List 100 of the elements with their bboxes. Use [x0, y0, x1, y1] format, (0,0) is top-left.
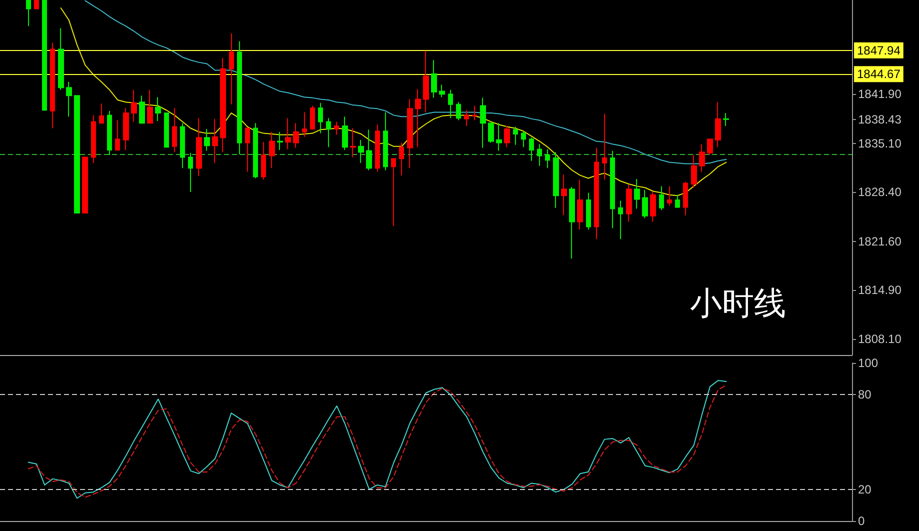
candlestick [391, 158, 396, 227]
candlestick [318, 102, 323, 134]
candlestick [586, 192, 591, 230]
candlestick [310, 105, 315, 130]
candlestick [285, 118, 291, 150]
candlestick [496, 122, 502, 152]
y-tick-label: 1841.90 [858, 87, 902, 102]
candlestick [188, 152, 193, 192]
candlestick [253, 122, 258, 179]
candlestick [415, 88, 421, 148]
candlestick [594, 147, 599, 240]
candlestick [707, 138, 713, 156]
candlestick [650, 191, 656, 222]
candlestick [456, 102, 461, 121]
candlestick [358, 139, 364, 164]
y-tick-label: 1838.43 [858, 112, 902, 126]
candlestick [277, 131, 283, 150]
candlestick [115, 120, 120, 150]
candlestick [99, 103, 104, 124]
candlestick [561, 174, 567, 216]
candlestick [439, 84, 445, 98]
candlestick [448, 89, 453, 119]
candlestick [545, 148, 550, 169]
candlestick [504, 126, 510, 148]
candlestick [513, 126, 518, 146]
candlestick [577, 179, 583, 230]
candlestick [147, 89, 153, 124]
candlestick [375, 124, 380, 172]
candlestick [302, 112, 307, 138]
candlestick [383, 112, 388, 171]
candlestick [683, 181, 688, 216]
y-tick-label: 0 [858, 514, 865, 528]
candlestick [34, 0, 39, 10]
ref-line-label: 1847.94 [857, 43, 901, 58]
candlestick [26, 0, 31, 27]
candlestick [42, 0, 47, 111]
candlestick [634, 178, 640, 210]
candlestick [180, 122, 185, 169]
annotation: 小时线 [690, 285, 786, 321]
line-series [84, 0, 727, 164]
candlestick [326, 118, 331, 148]
ref-line-label: 1844.67 [857, 67, 901, 82]
y-tick-label: 100 [858, 356, 878, 370]
candlestick [82, 156, 88, 214]
candlestick [659, 186, 664, 211]
candlestick [58, 28, 64, 90]
candlestick [131, 89, 137, 122]
candlestick [521, 130, 526, 148]
candlestick [423, 50, 429, 113]
candlestick [350, 128, 356, 158]
y-tick-label: 1814.90 [858, 282, 902, 297]
line-series [60, 7, 727, 196]
candlestick [553, 152, 559, 208]
candlestick [172, 107, 177, 153]
candlestick [480, 97, 486, 148]
candlestick [472, 105, 477, 121]
candlestick [74, 95, 80, 214]
candlestick [488, 122, 494, 144]
y-tick-label: 1808.10 [858, 332, 902, 346]
candlestick [431, 60, 437, 98]
y-tick-label: 1835.10 [858, 136, 902, 150]
candlestick [123, 107, 129, 150]
candlestick [529, 137, 534, 162]
candlestick [342, 116, 348, 150]
candlestick [366, 129, 372, 171]
candlestick [675, 194, 680, 208]
candlestick [220, 57, 226, 153]
candlestick [334, 121, 339, 136]
candlestick [164, 112, 169, 148]
candlestick [139, 95, 145, 124]
candlestick [261, 142, 266, 180]
candlestick [723, 112, 729, 127]
y-tick-label: 1828.40 [858, 184, 902, 199]
candlestick [464, 110, 469, 127]
candlestick [204, 128, 210, 152]
candlestick [667, 186, 672, 206]
candlestick [229, 32, 234, 105]
candlestick [626, 184, 632, 222]
candlestick [237, 40, 242, 155]
candlestick [196, 118, 202, 177]
candlestick [91, 114, 96, 164]
y-tick-label: 80 [858, 388, 872, 402]
candlestick [212, 118, 218, 164]
candlestick [245, 128, 250, 172]
candlestick [269, 131, 275, 169]
candlestick [602, 113, 607, 180]
candlestick [399, 142, 404, 176]
candlestick [107, 110, 112, 156]
candlestick [699, 144, 705, 172]
candlestick [691, 154, 697, 188]
candlestick [407, 98, 413, 169]
candlestick [715, 102, 721, 148]
candlestick [293, 122, 299, 148]
candlestick [618, 200, 623, 240]
candlestick [66, 81, 72, 118]
y-tick-label: 20 [858, 482, 872, 496]
candlestick [537, 144, 542, 166]
candlestick [50, 42, 55, 129]
candlestick [610, 150, 615, 229]
candlestick [155, 96, 161, 122]
